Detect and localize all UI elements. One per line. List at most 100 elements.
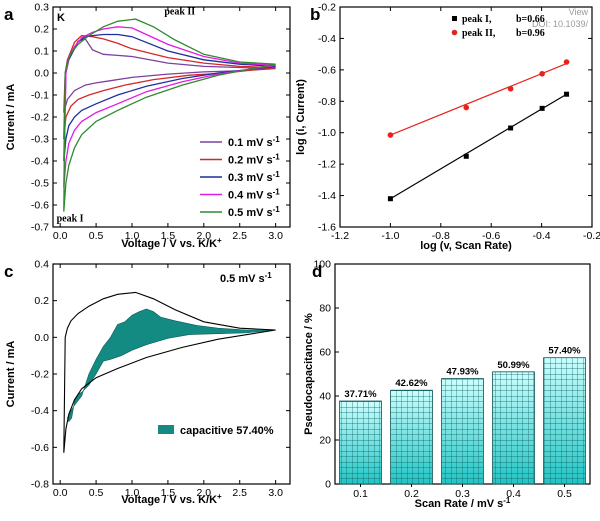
x-axis-label-a-text: Voltage / V vs. K/K — [121, 238, 217, 250]
y-tick-label-b: -0.2 — [318, 2, 336, 14]
panel-label-d: d — [312, 262, 322, 281]
x-tick-label-b: -0.8 — [432, 230, 450, 242]
y-tick-label-c: 0.4 — [34, 259, 49, 271]
y-tick-label-c: -0.8 — [31, 479, 49, 491]
y-tick-label-a: 0.1 — [34, 46, 49, 58]
plot-frame-c — [52, 263, 291, 485]
x-tick-label-c: 2.0 — [197, 487, 212, 499]
y-tick-label-d: 60 — [319, 347, 331, 359]
data-point-peak-1 — [564, 91, 570, 97]
y-tick-label-d: 100 — [313, 259, 331, 271]
legend-slope-b: b=0.66 — [516, 14, 545, 25]
cv-curve-0.1 — [63, 38, 276, 113]
data-point-peak-2 — [463, 104, 470, 111]
watermark-text: View — [569, 7, 589, 17]
y-tick-label-a: -0.6 — [31, 200, 49, 212]
x-tick-label-b: -0.6 — [482, 230, 500, 242]
x-axis-label-c-sup: + — [217, 492, 222, 501]
x-axis-label-a: Voltage / V vs. K/K+ — [121, 236, 222, 250]
legend-entry-a: 0.5 mV s-1 — [228, 205, 280, 219]
legend-slope-b: b=0.96 — [516, 28, 545, 39]
legend-entry-a-sup: -1 — [273, 153, 281, 162]
x-axis-label-d: Scan Rate / mV s-1 — [415, 496, 511, 510]
y-tick-label-a: -0.7 — [31, 222, 49, 234]
bar-grid — [543, 357, 586, 484]
y-tick-label-b: -1.0 — [318, 127, 336, 139]
x-tick-label-b: -1.0 — [381, 230, 399, 242]
bar-value-label: 37.71% — [344, 389, 377, 400]
bar-value-label: 57.40% — [548, 346, 581, 357]
x-axis-label-c-text: Voltage / V vs. K/K — [121, 494, 217, 506]
y-axis-label-d: Pseudocapacitance / % — [303, 313, 315, 435]
x-axis-label-c: Voltage / V vs. K/K+ — [121, 492, 222, 506]
y-tick-label-b: -0.8 — [318, 96, 336, 108]
corner-text-c-text: 0.5 mV s — [220, 273, 265, 285]
legend-marker-b — [451, 29, 458, 36]
bar-value-label: 42.62% — [395, 378, 428, 389]
y-tick-label-a: -0.3 — [31, 134, 49, 146]
x-tick-label-c: 1.5 — [161, 487, 176, 499]
corner-text-a: K — [57, 12, 65, 24]
cv-curve-0.4 — [63, 26, 276, 188]
x-tick-label-a: 1.0 — [125, 230, 140, 242]
legend-entry-a-text: 0.5 mV s — [228, 207, 273, 219]
legend-entry-a: 0.2 mV s-1 — [228, 153, 280, 167]
x-tick-label-b: -0.4 — [533, 230, 551, 242]
data-point-peak-1 — [539, 105, 545, 111]
y-axis-label-a: Current / mA — [5, 84, 17, 151]
x-tick-label-a: 0.5 — [89, 230, 104, 242]
y-tick-label-b: -0.6 — [318, 64, 336, 76]
x-tick-label-c: 0.0 — [53, 487, 68, 499]
legend-marker-b — [452, 16, 457, 21]
data-point-peak-2 — [387, 132, 394, 138]
legend-entry-c: capacitive 57.40% — [180, 425, 274, 437]
annotation-a: peak II — [164, 7, 195, 18]
bar-grid — [390, 390, 433, 484]
y-tick-label-a: -0.1 — [31, 90, 49, 102]
legend-entry-a-sup: -1 — [273, 135, 281, 144]
panel-label-b: b — [310, 5, 320, 24]
x-axis-label-d-sup: -1 — [503, 496, 511, 505]
legend-entry-b: peak II, — [462, 28, 496, 39]
fit-line-b — [390, 93, 567, 200]
y-tick-label-c: -0.4 — [31, 405, 49, 417]
corner-text-c: 0.5 mV s-1 — [220, 271, 272, 285]
bar-grid — [492, 371, 535, 484]
x-tick-label-d: 0.2 — [404, 488, 419, 500]
legend-swatch-c — [158, 425, 174, 434]
cv-curve-0.2 — [63, 34, 276, 140]
y-tick-label-a: -0.5 — [31, 178, 49, 190]
data-point-peak-1 — [508, 125, 514, 131]
y-tick-label-b: -1.4 — [318, 190, 336, 202]
data-point-peak-2 — [507, 85, 514, 92]
x-tick-label-a: 2.0 — [197, 230, 212, 242]
capacitive-region — [67, 308, 276, 423]
x-tick-label-b: -1.2 — [331, 230, 349, 242]
y-tick-label-a: 0.0 — [34, 68, 49, 80]
y-axis-label-b: log (i, Current) — [295, 79, 307, 155]
legend-entry-a: 0.1 mV s-1 — [228, 135, 280, 149]
y-axis-label-c: Current / mA — [5, 341, 17, 408]
y-tick-label-b: -0.4 — [318, 33, 336, 45]
y-tick-label-d: 20 — [319, 435, 331, 447]
watermark-text: DOI: 10.1039/ — [532, 19, 589, 29]
x-axis-label-b: log (v, Scan Rate) — [420, 240, 512, 252]
legend-entry-a-text: 0.1 mV s — [228, 137, 273, 149]
annotation-a: peak I — [57, 214, 84, 225]
y-tick-label-a: 0.3 — [34, 2, 49, 14]
data-point-peak-1 — [463, 153, 469, 159]
legend-entry-a-sup: -1 — [273, 170, 281, 179]
legend-entry-a: 0.4 mV s-1 — [228, 188, 280, 202]
x-tick-label-d: 0.3 — [455, 488, 470, 500]
x-axis-label-d-text: Scan Rate / mV s — [415, 498, 504, 510]
x-tick-label-d: 0.1 — [353, 488, 368, 500]
cv-curve-0.5 — [63, 18, 276, 212]
x-tick-label-c: 0.5 — [89, 487, 104, 499]
x-tick-label-b: -0.2 — [583, 230, 600, 242]
legend-entry-a-text: 0.3 mV s — [228, 172, 273, 184]
y-tick-label-b: -1.6 — [318, 222, 336, 234]
y-tick-label-a: -0.2 — [31, 112, 49, 124]
x-tick-label-a: 0.0 — [53, 230, 68, 242]
panel-label-c: c — [4, 262, 13, 281]
